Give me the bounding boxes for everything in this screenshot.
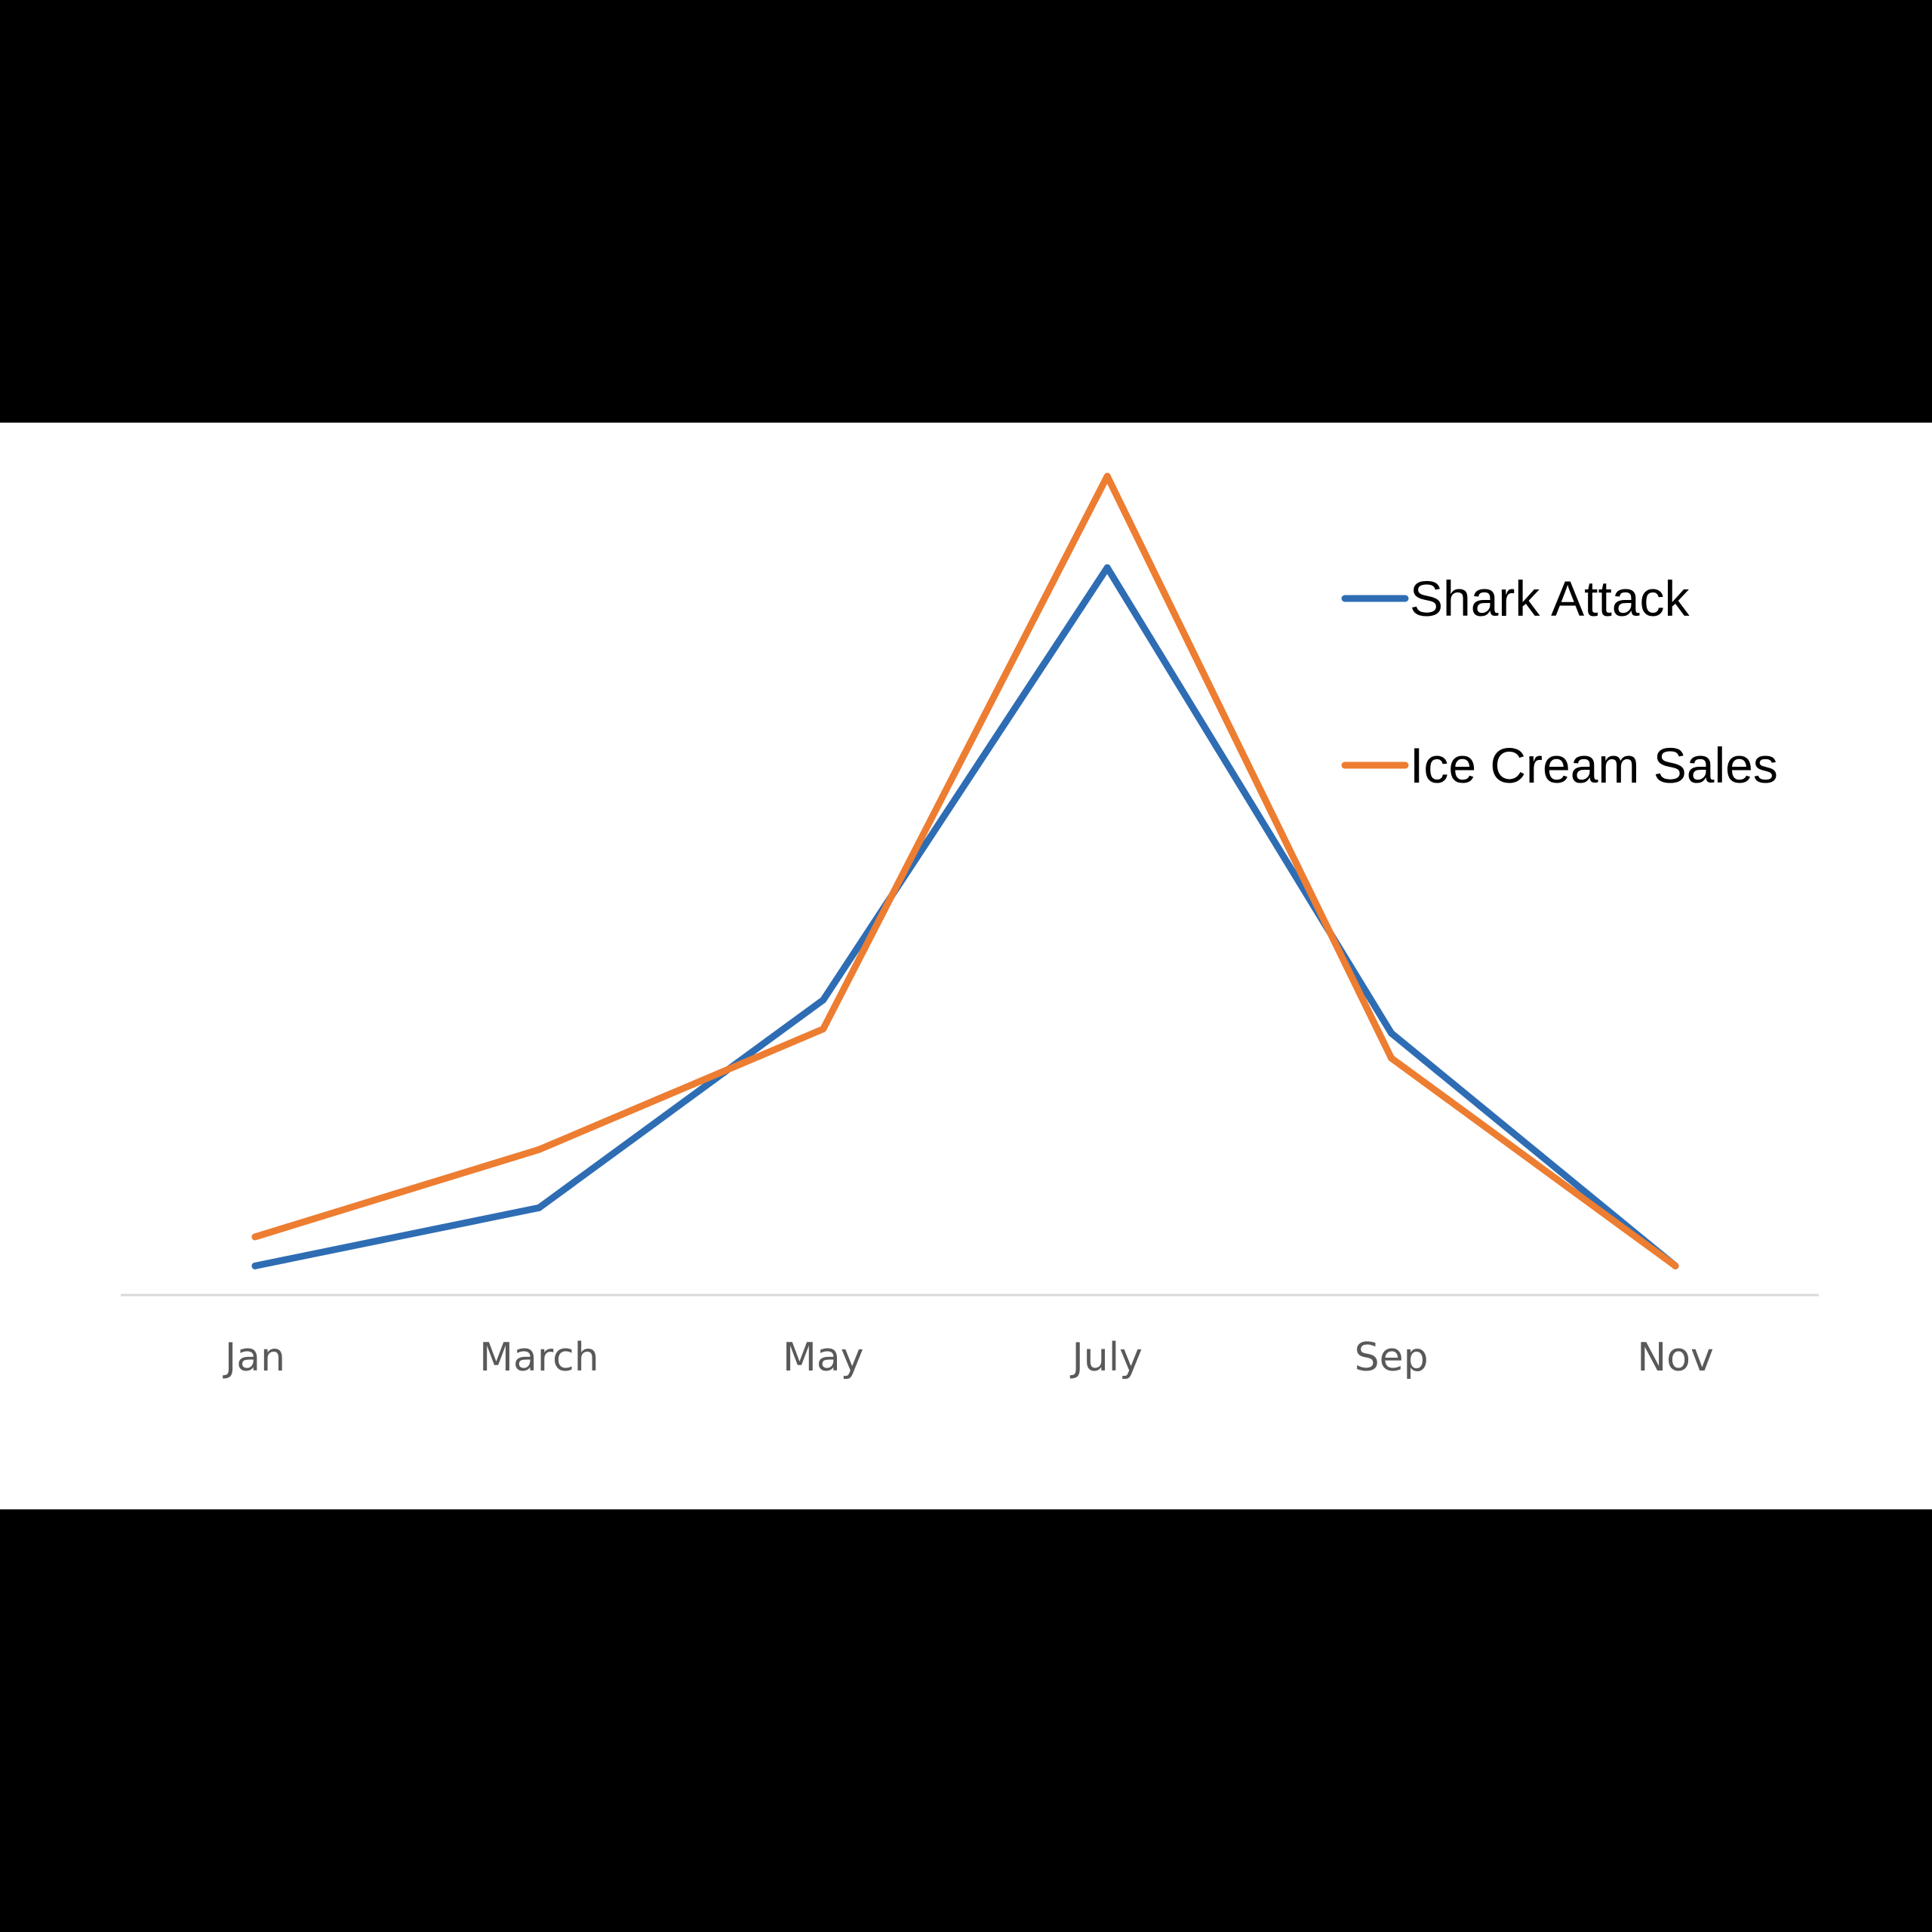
- x-tick-label: Nov: [1637, 1335, 1714, 1380]
- x-axis-ticks: Jan March May July Sep Nov: [223, 1335, 1714, 1380]
- chart-panel: [0, 423, 1932, 1509]
- data-point-ice-cream-sales-march: [535, 1146, 543, 1153]
- series-line-ice-cream-sales: [251, 472, 1679, 1269]
- legend-item-shark-attack: Shark Attack: [1341, 571, 1690, 626]
- x-tick-label: Sep: [1355, 1335, 1429, 1380]
- series-line-shark-attack: [251, 564, 1679, 1269]
- data-point-shark-attack-jan: [251, 1262, 259, 1269]
- data-point-ice-cream-sales-sep: [1388, 1054, 1395, 1062]
- data-point-ice-cream-sales-july: [1103, 472, 1111, 480]
- data-point-ice-cream-sales-jan: [251, 1233, 259, 1241]
- data-point-ice-cream-sales-nov: [1672, 1262, 1679, 1269]
- series-layer: [251, 472, 1679, 1269]
- x-tick-label: Jan: [223, 1335, 285, 1380]
- data-point-shark-attack-may: [820, 996, 827, 1004]
- data-point-shark-attack-july: [1103, 564, 1111, 571]
- legend: Shark Attack Ice Cream Sales: [1341, 571, 1778, 793]
- x-tick-label: May: [783, 1335, 864, 1380]
- data-point-ice-cream-sales-may: [820, 1026, 827, 1032]
- legend-label: Ice Cream Sales: [1410, 737, 1778, 793]
- legend-item-ice-cream-sales: Ice Cream Sales: [1341, 737, 1778, 793]
- x-tick-label: March: [479, 1335, 599, 1380]
- x-tick-label: July: [1069, 1335, 1143, 1380]
- legend-label: Shark Attack: [1410, 571, 1690, 626]
- data-point-shark-attack-march: [535, 1204, 543, 1211]
- data-point-shark-attack-sep: [1388, 1029, 1395, 1037]
